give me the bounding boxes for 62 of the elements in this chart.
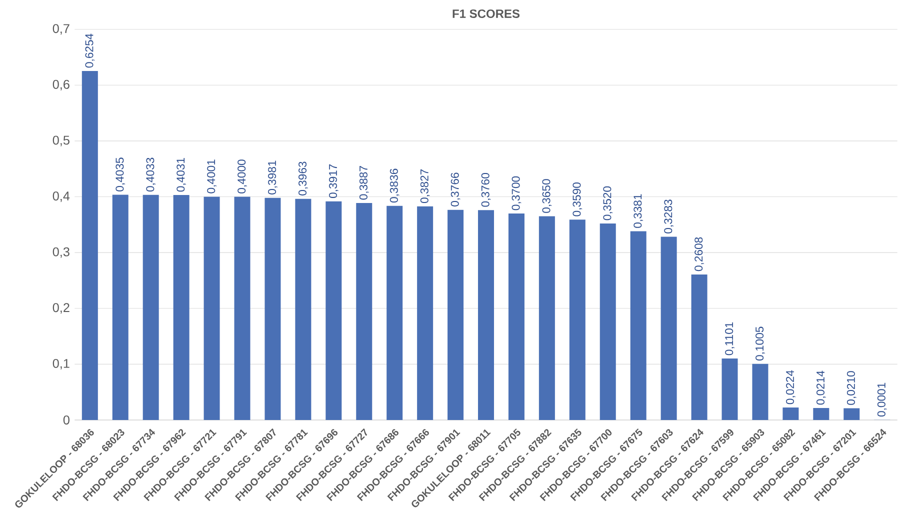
data-label: 0,0001: [877, 382, 887, 417]
y-tick-label: 0,3: [52, 247, 70, 258]
data-label: 0,3917: [328, 164, 338, 198]
bar: [813, 408, 830, 420]
data-label: 0,3981: [268, 160, 278, 194]
data-label: 0,0210: [846, 371, 856, 405]
y-tick-label: 0,2: [52, 303, 70, 314]
bar: [752, 364, 768, 420]
bar: [508, 213, 524, 420]
data-label: 0,4000: [238, 160, 247, 194]
data-label: 0,0224: [786, 370, 796, 404]
data-label: 0,1005: [756, 326, 765, 361]
data-label: 0,3836: [390, 168, 400, 203]
bar: [173, 195, 190, 420]
bar: [326, 201, 342, 420]
data-label: 0,4033: [146, 158, 156, 192]
data-label: 0,6254: [85, 34, 95, 68]
bar: [295, 198, 312, 420]
data-label: 0,3590: [572, 182, 582, 216]
data-label: 0,3827: [420, 169, 430, 204]
data-label: 0,3650: [542, 179, 552, 213]
bar: [356, 203, 372, 420]
data-label: 0,3381: [634, 194, 644, 228]
bar: [112, 194, 128, 420]
y-tick-label: 0,5: [52, 136, 70, 146]
bar: [722, 358, 738, 420]
bar: [569, 220, 586, 420]
y-tick-label: 0: [63, 416, 70, 424]
chart-title: F1 SCORES: [452, 9, 520, 18]
bar: [538, 216, 555, 420]
bar: [691, 274, 708, 420]
bar: [417, 206, 434, 420]
bar: [82, 70, 98, 420]
data-label: 0,3283: [664, 200, 674, 234]
data-label: 0,3887: [359, 166, 369, 200]
data-label: 0,3963: [298, 162, 308, 196]
bar: [630, 231, 646, 420]
data-label: 0,0214: [816, 370, 826, 405]
bar: [782, 407, 799, 420]
bar: [204, 196, 220, 420]
data-label: 0,1101: [725, 322, 734, 356]
data-label: 0,4001: [207, 160, 216, 194]
bar: [448, 210, 464, 420]
y-tick-label: 0,4: [52, 192, 70, 202]
bar: [386, 206, 403, 420]
data-label: 0,2608: [694, 237, 704, 272]
data-label: 0,3766: [450, 172, 460, 206]
y-tick-label: 0,6: [52, 80, 70, 90]
y-tick-label: 0,7: [52, 24, 70, 35]
bar: [660, 236, 677, 420]
data-label: 0,4035: [116, 158, 126, 192]
data-label: 0,3700: [512, 176, 522, 210]
bar: [264, 198, 281, 420]
data-label: 0,3760: [481, 173, 491, 207]
bar: [234, 196, 250, 420]
data-label: 0,3520: [603, 186, 613, 220]
data-label: 0,4031: [176, 158, 186, 192]
y-tick-label: 0,1: [52, 358, 70, 370]
bar: [600, 224, 616, 420]
bar: [478, 210, 494, 420]
bar: [142, 194, 159, 420]
bar: [844, 408, 860, 420]
